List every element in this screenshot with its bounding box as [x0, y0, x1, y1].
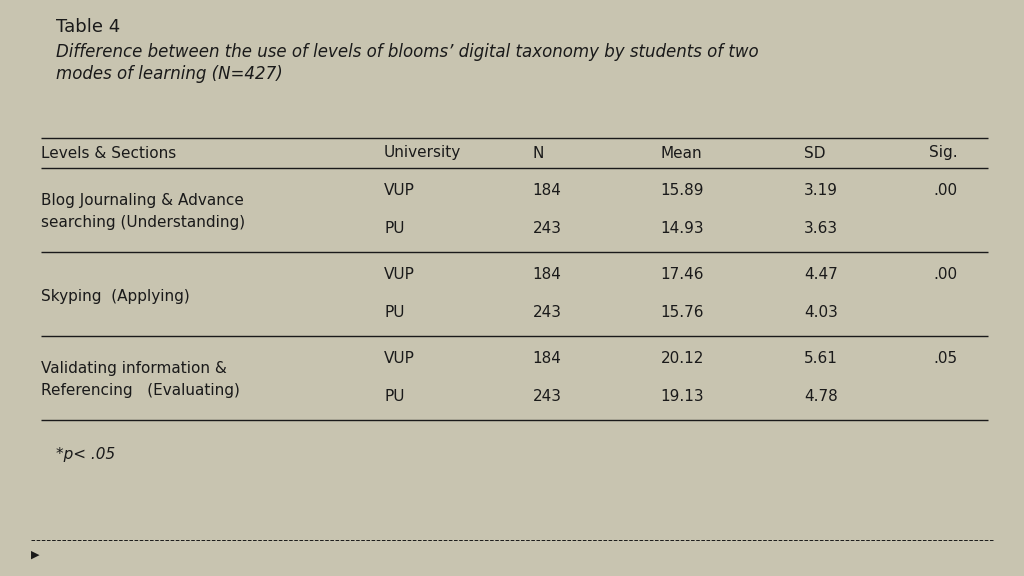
Text: *p< .05: *p< .05	[56, 448, 116, 463]
Text: .05: .05	[933, 351, 957, 366]
Text: 5.61: 5.61	[804, 351, 838, 366]
Text: .00: .00	[933, 183, 957, 198]
Text: Skyping  (Applying): Skyping (Applying)	[41, 289, 189, 304]
Text: PU: PU	[384, 305, 404, 320]
Text: ▶: ▶	[31, 550, 39, 560]
Text: VUP: VUP	[384, 183, 415, 198]
Text: 184: 184	[532, 183, 561, 198]
Text: 184: 184	[532, 267, 561, 282]
Text: Blog Journaling & Advance: Blog Journaling & Advance	[41, 194, 244, 209]
Text: 3.19: 3.19	[804, 183, 838, 198]
Text: .00: .00	[933, 267, 957, 282]
Text: Table 4: Table 4	[56, 18, 121, 36]
Text: University: University	[384, 146, 461, 161]
Text: Referencing   (Evaluating): Referencing (Evaluating)	[41, 382, 240, 397]
Text: Mean: Mean	[660, 146, 702, 161]
Text: 15.76: 15.76	[660, 305, 703, 320]
Text: 17.46: 17.46	[660, 267, 703, 282]
Text: 14.93: 14.93	[660, 221, 705, 236]
Text: searching (Understanding): searching (Understanding)	[41, 214, 245, 229]
Text: 243: 243	[532, 305, 561, 320]
Text: 243: 243	[532, 389, 561, 404]
Text: 4.03: 4.03	[804, 305, 838, 320]
Text: N: N	[532, 146, 544, 161]
Text: Sig.: Sig.	[929, 146, 957, 161]
Text: 184: 184	[532, 351, 561, 366]
Text: Difference between the use of levels of blooms’ digital taxonomy by students of : Difference between the use of levels of …	[56, 43, 759, 61]
Text: 243: 243	[532, 221, 561, 236]
Text: Levels & Sections: Levels & Sections	[41, 146, 176, 161]
Text: PU: PU	[384, 221, 404, 236]
Text: 4.78: 4.78	[804, 389, 838, 404]
Text: modes of learning (N=427): modes of learning (N=427)	[56, 65, 283, 83]
Text: SD: SD	[804, 146, 825, 161]
Text: PU: PU	[384, 389, 404, 404]
Text: VUP: VUP	[384, 351, 415, 366]
Text: Validating information &: Validating information &	[41, 362, 227, 377]
Text: 3.63: 3.63	[804, 221, 838, 236]
Text: 19.13: 19.13	[660, 389, 705, 404]
Text: 4.47: 4.47	[804, 267, 838, 282]
Text: VUP: VUP	[384, 267, 415, 282]
Text: 20.12: 20.12	[660, 351, 703, 366]
Text: 15.89: 15.89	[660, 183, 703, 198]
